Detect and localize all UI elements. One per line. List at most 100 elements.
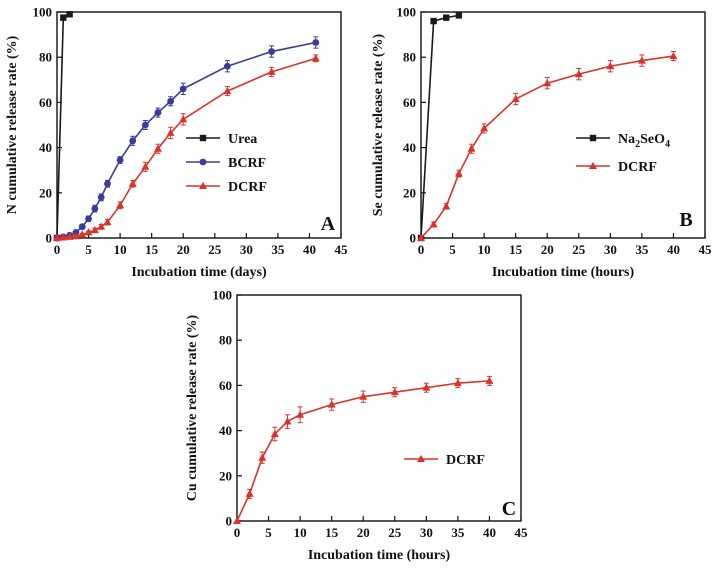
x-tick-label: 20: [357, 525, 370, 540]
data-point: [91, 205, 99, 213]
data-point: [467, 144, 476, 152]
chart-panel-c: 0 5 10 15 20 25 30 35 40 45 0 20 40 60 80 100 Incubation…: [185, 288, 528, 564]
legend-subscript: 4: [665, 139, 670, 150]
legend-subscript: 2: [635, 139, 640, 150]
data-point: [258, 453, 267, 461]
legend-label: Na2SeO4: [618, 132, 670, 150]
legend-marker: [589, 161, 597, 169]
data-point: [267, 67, 276, 75]
data-point: [116, 156, 124, 164]
data-point: [103, 217, 112, 226]
x-tick-label: 0: [54, 242, 61, 257]
x-tick-label: 40: [667, 242, 680, 257]
x-axis-label: Incubation time (hours): [492, 265, 635, 280]
legend-label: BCRF: [228, 156, 266, 171]
x-tick-label: 15: [325, 525, 339, 540]
x-tick-label: 45: [335, 242, 349, 257]
data-point: [327, 400, 336, 408]
chart-panel-b: 0 5 10 15 20 25 30 35 40 45 0 20 40 60 80 100 Incubation…: [371, 5, 712, 281]
data-point: [485, 376, 494, 384]
x-tick-label: 25: [572, 242, 586, 257]
plot-frame: [236, 294, 522, 522]
x-tick-label: 45: [515, 525, 529, 540]
x-tick-label: 35: [635, 242, 649, 257]
chart-panel-a: 0 5 10 15 20 25 30 35 40 45 0 20 40 60 80 100 Incubation…: [5, 5, 348, 281]
data-point: [417, 233, 425, 241]
data-point: [59, 233, 68, 241]
data-point: [455, 12, 463, 19]
y-tick-label: 100: [33, 5, 53, 20]
legend-marker: [199, 158, 207, 166]
y-axis-label: N cumulative release rate (%): [5, 35, 20, 214]
data-point: [116, 201, 125, 209]
data-point: [71, 231, 80, 240]
data-point: [453, 378, 462, 387]
data-point: [53, 233, 61, 241]
y-tick-label: 60: [219, 378, 232, 393]
data-point: [233, 516, 241, 524]
plot-frame: [56, 11, 342, 239]
data-point: [359, 392, 368, 400]
data-point: [543, 78, 552, 87]
y-tick-label: 40: [403, 140, 416, 155]
x-tick-label: 30: [240, 242, 253, 257]
legend-marker: [417, 454, 425, 462]
legend-label: DCRF: [228, 180, 267, 195]
y-tick-label: 80: [403, 50, 416, 65]
y-tick-label: 60: [403, 95, 416, 110]
x-tick-label: 20: [541, 242, 554, 257]
series-na2seo4: [417, 12, 463, 242]
y-tick-label: 0: [410, 231, 417, 246]
legend-label: DCRF: [446, 453, 485, 468]
data-point: [245, 489, 254, 497]
panel-letter: A: [321, 213, 336, 235]
x-tick-label: 20: [177, 242, 190, 257]
x-tick-label: 15: [509, 242, 523, 257]
x-tick-label: 0: [418, 242, 425, 257]
x-tick-label: 5: [449, 242, 456, 257]
data-point: [179, 85, 187, 93]
data-point: [606, 62, 615, 70]
data-point: [296, 410, 305, 418]
data-point: [637, 56, 646, 64]
data-point: [422, 383, 431, 391]
data-point: [443, 14, 450, 21]
y-tick-label: 100: [397, 5, 417, 20]
legend-label: DCRF: [618, 160, 657, 175]
y-tick-label: 80: [219, 333, 232, 348]
data-point: [97, 222, 106, 230]
legend-label: Urea: [228, 132, 257, 147]
data-point: [141, 162, 150, 170]
data-point: [511, 94, 520, 103]
data-point: [223, 86, 232, 95]
data-point: [66, 11, 73, 18]
data-point: [270, 429, 279, 437]
data-point: [153, 144, 162, 152]
data-point: [129, 137, 137, 145]
data-point: [283, 417, 292, 425]
series-line: [420, 14, 460, 239]
legend-marker: [589, 134, 597, 142]
y-tick-label: 40: [219, 423, 232, 438]
x-tick-label: 40: [483, 525, 496, 540]
x-tick-label: 30: [420, 525, 433, 540]
x-axis-label: Incubation time (hours): [308, 548, 451, 563]
y-tick-label: 100: [213, 288, 233, 303]
x-tick-label: 0: [234, 525, 241, 540]
data-point: [430, 17, 437, 25]
data-point: [311, 54, 320, 62]
data-point: [268, 48, 275, 55]
x-axis-label: Incubation time (days): [131, 265, 267, 280]
legend-marker: [199, 181, 207, 189]
data-point: [429, 220, 438, 228]
panel-letter: C: [502, 498, 516, 520]
y-axis-label: Se cumulative release rate (%): [371, 33, 386, 216]
x-tick-label: 30: [604, 242, 617, 257]
y-tick-label: 40: [39, 140, 52, 155]
y-tick-label: 20: [39, 185, 52, 200]
series-bcrf: [53, 36, 320, 242]
data-point: [141, 121, 149, 129]
data-point: [166, 128, 175, 136]
y-axis-label: Cu cumulative release rate (%): [185, 314, 200, 501]
